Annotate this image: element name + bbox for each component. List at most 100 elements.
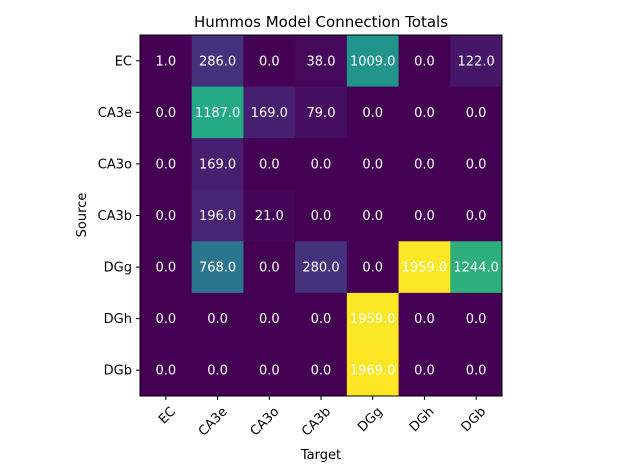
heatmap-cell — [450, 138, 503, 191]
cell-value-label: 21.0 — [255, 209, 284, 224]
heatmap-cell — [398, 138, 451, 191]
x-axis-label: Target — [300, 448, 341, 463]
heatmap-cell — [398, 189, 451, 242]
y-tick-label: CA3e — [98, 106, 132, 121]
heatmap-cell — [450, 344, 503, 397]
cell-value-label: 196.0 — [199, 209, 236, 224]
cell-value-label: 0.0 — [259, 261, 280, 276]
cell-value-label: 0.0 — [466, 312, 487, 327]
cell-value-label: 122.0 — [458, 54, 495, 69]
heatmap-cell — [191, 189, 244, 242]
heatmap-cell — [140, 189, 193, 242]
heatmap-cell — [398, 344, 451, 397]
x-tick-label: EC — [156, 404, 179, 427]
heatmap-cell — [243, 241, 296, 294]
y-tick-label: CA3o — [98, 157, 132, 172]
cell-value-label: 0.0 — [311, 312, 332, 327]
cell-value-label: 0.0 — [311, 157, 332, 172]
heatmap-cell — [295, 86, 348, 139]
heatmap-cell — [346, 86, 400, 139]
cell-value-label: 280.0 — [302, 261, 339, 276]
cell-value-label: 0.0 — [259, 54, 280, 69]
heatmap-cell — [346, 241, 400, 294]
cell-value-label: 38.0 — [307, 54, 336, 69]
heatmap-cell — [450, 292, 503, 345]
y-axis-ticks: EC CA3e CA3o CA3b DGg DGh DGb — [98, 54, 140, 379]
y-tick-label: EC — [115, 54, 132, 69]
cell-value-label: 0.0 — [362, 157, 383, 172]
heatmap-cell — [243, 292, 296, 345]
heatmap-cell — [398, 86, 451, 139]
cell-value-label: 0.0 — [362, 261, 383, 276]
cell-value-label: 0.0 — [414, 157, 435, 172]
y-axis-label: Source — [75, 193, 90, 238]
cell-value-label: 0.0 — [207, 364, 228, 379]
heatmap-cell — [450, 189, 503, 242]
cell-value-label: 0.0 — [156, 106, 177, 121]
cell-value-label: 1969.0 — [350, 364, 396, 379]
cell-value-label: 0.0 — [466, 106, 487, 121]
cell-value-label: 0.0 — [414, 312, 435, 327]
chart-title: Hummos Model Connection Totals — [194, 13, 448, 31]
cell-value-label: 0.0 — [311, 209, 332, 224]
cell-value-label: 0.0 — [156, 364, 177, 379]
heatmap-cell — [140, 138, 193, 191]
cell-value-label: 0.0 — [362, 106, 383, 121]
heatmap-cell — [295, 35, 348, 88]
heatmap-cell — [346, 138, 400, 191]
heatmap-cell — [295, 138, 348, 191]
heatmap-cell — [140, 241, 193, 294]
cell-value-label: 0.0 — [414, 209, 435, 224]
heatmap-cell — [398, 292, 451, 345]
heatmap-cell — [191, 292, 244, 345]
cell-value-label: 0.0 — [466, 157, 487, 172]
heatmap-cell — [191, 138, 244, 191]
cell-value-label: 169.0 — [251, 106, 288, 121]
heatmap-cell — [191, 35, 244, 88]
cell-value-label: 0.0 — [311, 364, 332, 379]
heatmap-cell — [346, 292, 400, 345]
cell-value-label: 1959.0 — [402, 261, 448, 276]
cell-value-label: 0.0 — [466, 209, 487, 224]
heatmap-cells: 1.0 286.0 0.0 38.0 1009.0 0.0 122.0 0.0 1187.0 16… — [140, 35, 503, 397]
y-tick-label: DGb — [104, 364, 132, 379]
cell-value-label: 0.0 — [156, 312, 177, 327]
x-tick-label: DGg — [355, 404, 386, 435]
cell-value-label: 0.0 — [414, 106, 435, 121]
x-tick-label: CA3o — [248, 404, 283, 439]
cell-value-label: 286.0 — [199, 54, 236, 69]
heatmap-cell — [450, 35, 503, 88]
heatmap-cell — [295, 344, 348, 397]
x-axis-ticks: EC CA3e CA3o CA3b DGg DGh DGb — [156, 396, 489, 439]
heatmap-cell — [140, 292, 193, 345]
cell-value-label: 0.0 — [466, 364, 487, 379]
cell-value-label: 0.0 — [259, 312, 280, 327]
x-tick-label: DGb — [459, 404, 490, 435]
cell-value-label: 0.0 — [259, 364, 280, 379]
heatmap-cell — [140, 86, 193, 139]
cell-value-label: 169.0 — [199, 157, 236, 172]
heatmap-cell — [191, 344, 244, 397]
heatmap-cell — [346, 344, 400, 397]
heatmap-cell — [243, 86, 296, 139]
cell-value-label: 0.0 — [362, 209, 383, 224]
cell-value-label: 0.0 — [156, 261, 177, 276]
heatmap-cell — [295, 292, 348, 345]
heatmap-cell — [243, 344, 296, 397]
heatmap-cell — [295, 189, 348, 242]
heatmap-cell — [398, 35, 451, 88]
cell-value-label: 0.0 — [156, 157, 177, 172]
x-tick-label: DGh — [407, 404, 438, 435]
cell-value-label: 0.0 — [207, 312, 228, 327]
cell-value-label: 0.0 — [259, 157, 280, 172]
heatmap-cell — [191, 241, 244, 294]
cell-value-label: 1244.0 — [453, 261, 499, 276]
heatmap-cell — [398, 241, 451, 294]
y-tick-label: DGh — [104, 312, 132, 327]
heatmap-cell — [346, 189, 400, 242]
heatmap-cell — [243, 189, 296, 242]
heatmap-cell — [295, 241, 348, 294]
heatmap-cell — [140, 344, 193, 397]
x-tick-label: CA3b — [299, 404, 334, 439]
